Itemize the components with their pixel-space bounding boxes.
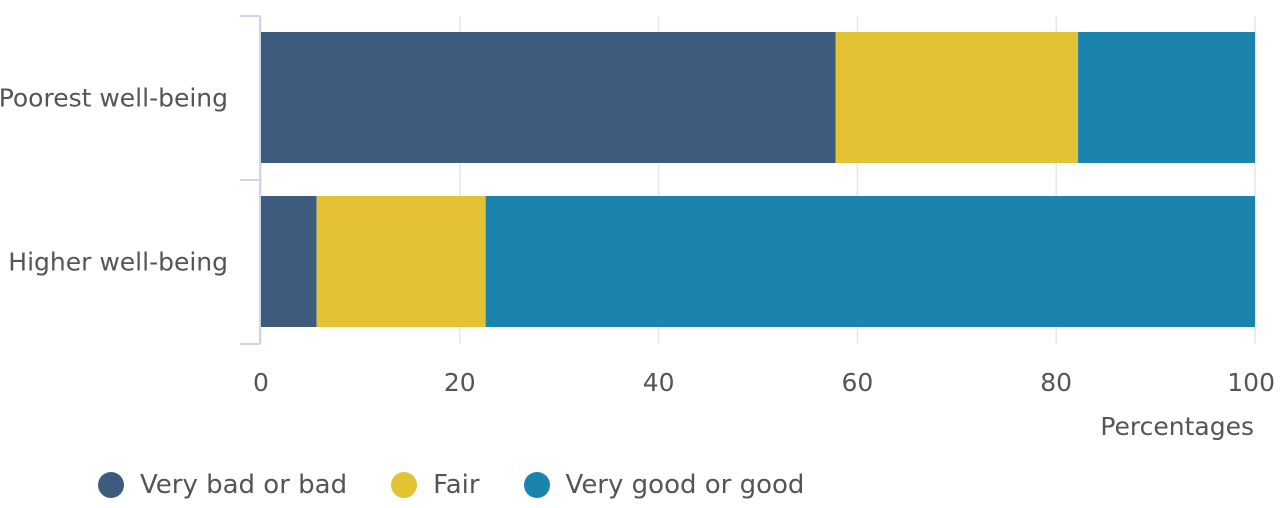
legend-label: Fair bbox=[433, 470, 480, 500]
bar-2-series-2 bbox=[316, 196, 486, 327]
category-label-1: Poorest well-being bbox=[0, 84, 228, 113]
bar-1-series-1 bbox=[261, 32, 836, 163]
category-labels: Poorest well-being Higher well-being bbox=[0, 84, 228, 277]
legend-swatch-icon bbox=[98, 472, 124, 498]
x-tick-label-100: 100 bbox=[1227, 368, 1275, 397]
legend-item-3[interactable]: Very good or good bbox=[523, 470, 805, 500]
legend-item-2[interactable]: Fair bbox=[391, 470, 480, 500]
category-label-2: Higher well-being bbox=[8, 248, 228, 277]
legend-label: Very good or good bbox=[565, 470, 805, 500]
bar-1-series-3 bbox=[1078, 32, 1255, 163]
x-tick-label-40: 40 bbox=[643, 368, 675, 397]
x-axis-title: Percentages bbox=[1100, 412, 1254, 441]
x-tick-label-20: 20 bbox=[444, 368, 476, 397]
bar-2-series-3 bbox=[485, 196, 1255, 327]
bars bbox=[261, 32, 1255, 327]
legend-label: Very bad or bad bbox=[140, 470, 348, 500]
bar-1-series-2 bbox=[835, 32, 1079, 163]
legend: Very bad or bad Fair Very good or good bbox=[98, 470, 848, 500]
legend-swatch-icon bbox=[391, 472, 418, 498]
y-axis bbox=[240, 15, 261, 345]
x-tick-label-0: 0 bbox=[253, 368, 269, 397]
legend-item-1[interactable]: Very bad or bad bbox=[98, 470, 347, 500]
legend-swatch-icon bbox=[523, 472, 550, 498]
bar-2-series-1 bbox=[261, 196, 317, 327]
x-tick-label-60: 60 bbox=[841, 368, 873, 397]
x-tick-labels: 0 20 40 60 80 100 bbox=[253, 368, 1275, 397]
x-tick-label-80: 80 bbox=[1040, 368, 1072, 397]
